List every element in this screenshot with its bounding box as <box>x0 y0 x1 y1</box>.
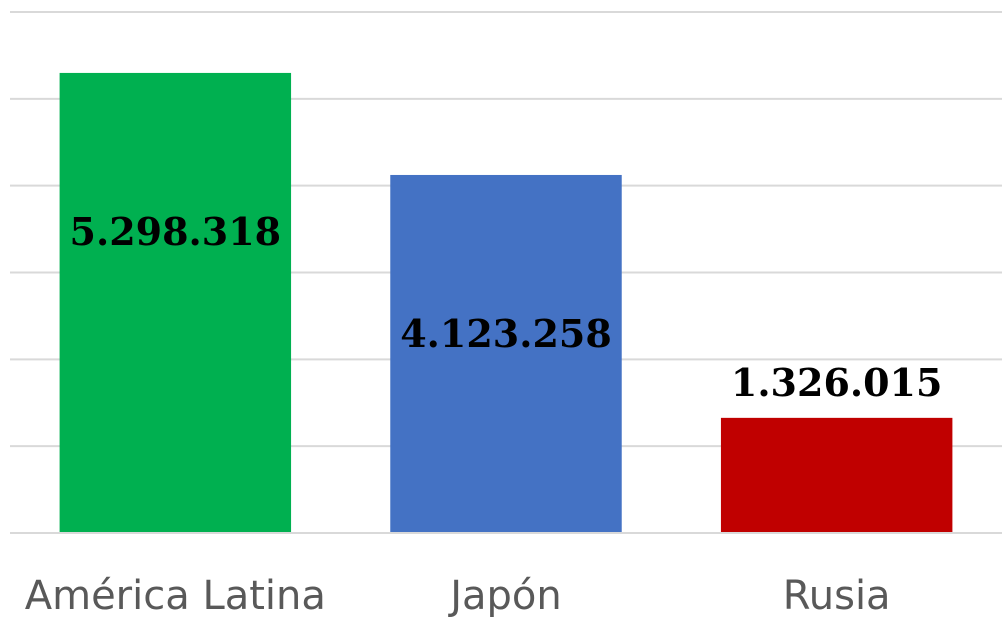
x-tick-label: América Latina <box>25 573 326 617</box>
bars <box>59 72 953 534</box>
data-labels: 5.298.318 4.123.258 1.326.015 <box>70 209 943 405</box>
data-label: 4.123.258 <box>400 311 612 356</box>
x-tick-label: Japón <box>447 573 562 617</box>
data-label: 1.326.015 <box>731 360 943 405</box>
bar <box>390 174 622 534</box>
x-tick-labels: América Latina Japón Rusia <box>25 573 891 617</box>
bar <box>59 72 292 534</box>
data-label: 5.298.318 <box>70 209 282 254</box>
bar <box>720 417 953 533</box>
x-tick-label: Rusia <box>783 573 891 617</box>
